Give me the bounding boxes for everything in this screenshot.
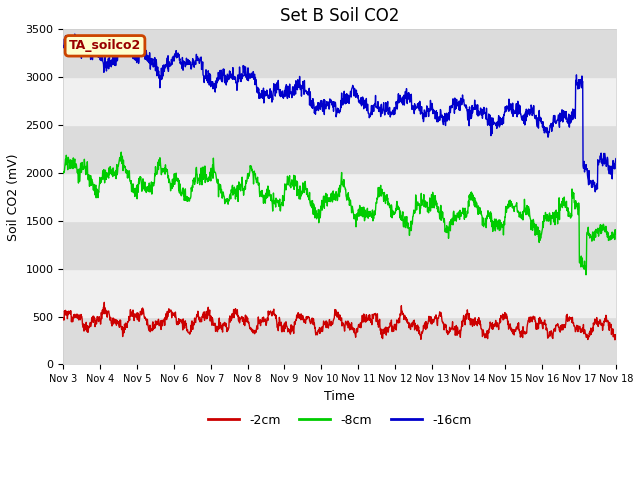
Bar xyxy=(63,173,616,221)
Bar xyxy=(63,269,616,316)
Bar xyxy=(63,77,616,125)
Title: Set B Soil CO2: Set B Soil CO2 xyxy=(280,7,399,25)
Bar xyxy=(63,29,616,77)
Y-axis label: Soil CO2 (mV): Soil CO2 (mV) xyxy=(7,153,20,240)
Legend: -2cm, -8cm, -16cm: -2cm, -8cm, -16cm xyxy=(203,409,477,432)
Bar xyxy=(63,316,616,364)
Bar xyxy=(63,221,616,269)
X-axis label: Time: Time xyxy=(324,390,355,403)
Bar xyxy=(63,125,616,173)
Text: TA_soilco2: TA_soilco2 xyxy=(69,39,141,52)
